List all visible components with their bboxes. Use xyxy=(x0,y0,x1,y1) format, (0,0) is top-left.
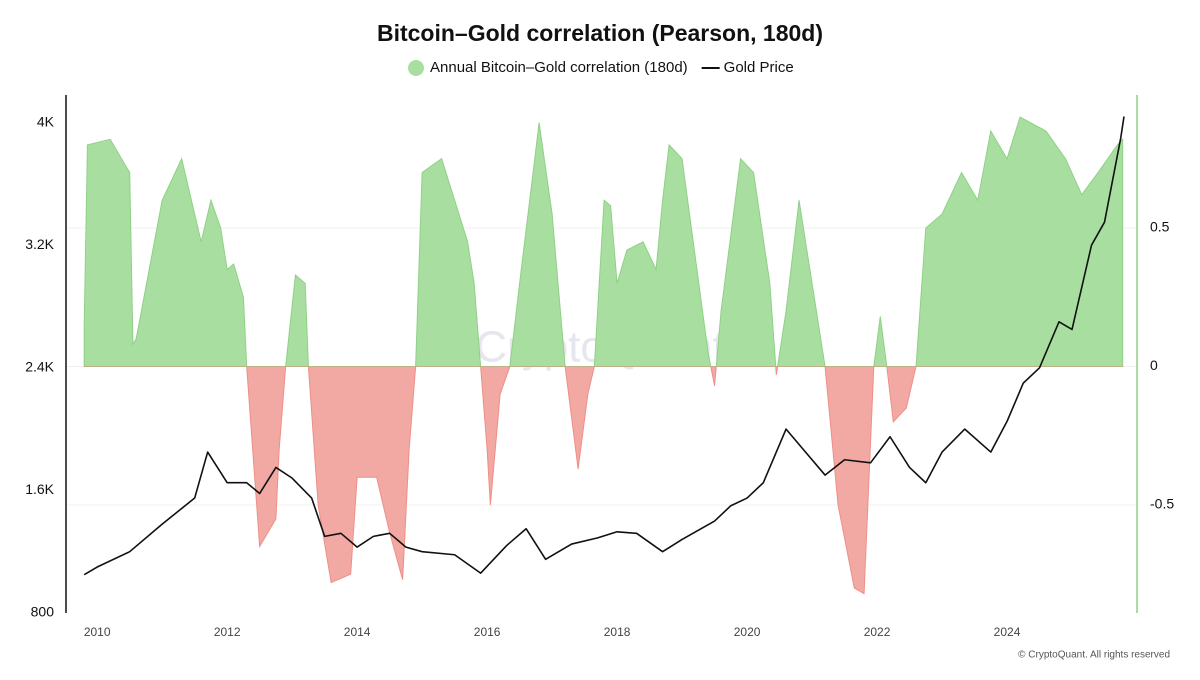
legend-label: Annual Bitcoin–Gold correlation (180d) xyxy=(430,59,688,76)
y2-tick-label: 0.5 xyxy=(1150,219,1170,235)
y-tick-label: 4K xyxy=(37,113,55,129)
y-tick-label: 3.2K xyxy=(25,236,54,252)
y-tick-label: 800 xyxy=(31,604,55,620)
x-tick-label: 2022 xyxy=(864,625,891,639)
y2-tick-label: 0 xyxy=(1150,357,1158,373)
x-tick-label: 2012 xyxy=(214,625,241,639)
x-tick-label: 2024 xyxy=(994,625,1021,639)
legend-swatch xyxy=(408,60,424,76)
y2-tick-label: -0.5 xyxy=(1150,496,1174,512)
y-tick-label: 2.4K xyxy=(25,358,54,374)
correlation-area-positive xyxy=(83,116,1124,367)
x-tick-label: 2020 xyxy=(734,625,761,639)
copyright: © CryptoQuant. All rights reserved xyxy=(1018,650,1170,661)
y-tick-label: 1.6K xyxy=(25,481,54,497)
x-tick-label: 2010 xyxy=(84,625,111,639)
legend-label: Gold Price xyxy=(724,59,794,76)
gold-price-line xyxy=(83,116,1125,576)
x-tick-label: 2014 xyxy=(344,625,371,639)
chart-title: Bitcoin–Gold correlation (Pearson, 180d) xyxy=(377,20,823,46)
x-tick-label: 2016 xyxy=(474,625,501,639)
correlation-area-negative xyxy=(83,366,1124,595)
x-tick-label: 2018 xyxy=(604,625,631,639)
